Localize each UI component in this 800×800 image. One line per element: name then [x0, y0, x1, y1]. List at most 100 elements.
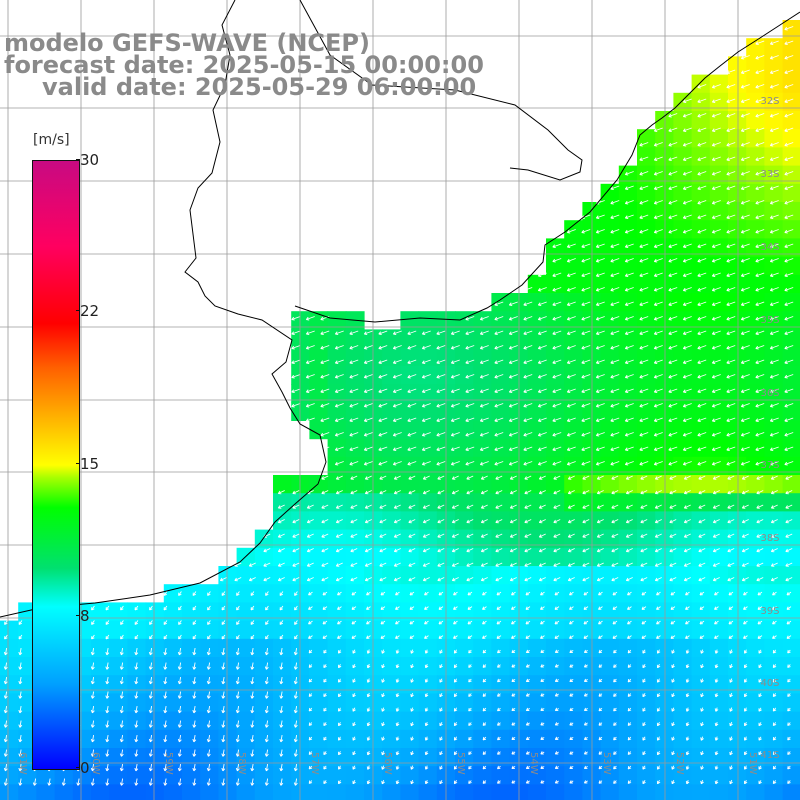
- wind-arrow: [610, 417, 620, 423]
- field-cell: [218, 657, 238, 676]
- wind-arrow: [711, 272, 721, 278]
- field-cell: [600, 529, 620, 549]
- wind-arrow: [639, 200, 649, 205]
- field-cell: [72, 693, 92, 713]
- wind-arrow: [755, 156, 765, 162]
- field-cell: [637, 256, 656, 276]
- wind-arrow: [711, 461, 721, 466]
- wind-arrow: [421, 374, 431, 379]
- wind-arrow: [538, 490, 546, 495]
- wind-arrow: [682, 258, 692, 263]
- wind-arrow: [321, 490, 329, 495]
- field-cell: [327, 475, 347, 494]
- field-cell: [546, 675, 565, 694]
- field-cell: [691, 420, 711, 440]
- field-cell: [546, 402, 565, 421]
- wind-arrow: [421, 330, 431, 336]
- field-cell: [782, 129, 800, 148]
- wind-arrow: [552, 330, 562, 336]
- wind-arrow: [537, 374, 547, 379]
- field-cell: [418, 420, 438, 440]
- field-cell: [637, 311, 656, 330]
- wind-arrow: [653, 403, 663, 408]
- field-cell: [382, 365, 401, 385]
- wind-arrow: [654, 490, 662, 495]
- wind-arrow: [465, 330, 475, 336]
- wind-arrow: [552, 258, 562, 263]
- field-cell: [455, 456, 474, 476]
- wind-arrow: [437, 475, 445, 480]
- field-cell: [746, 693, 765, 713]
- field-cell: [782, 38, 800, 57]
- wind-arrow: [755, 272, 765, 278]
- wind-arrow: [711, 229, 721, 234]
- wind-arrow: [682, 461, 692, 466]
- field-cell: [782, 566, 800, 585]
- wind-arrow: [711, 446, 721, 452]
- field-cell: [782, 547, 800, 567]
- field-cell: [728, 475, 747, 494]
- wind-arrow: [682, 113, 692, 118]
- wind-arrow: [421, 446, 431, 452]
- field-cell: [764, 748, 784, 767]
- wind-arrow: [363, 345, 373, 350]
- field-cell: [564, 238, 583, 258]
- field-cell: [728, 638, 747, 658]
- wind-arrow: [291, 388, 301, 394]
- wind-arrow: [697, 287, 707, 292]
- field-cell: [291, 620, 310, 640]
- wind-arrow: [320, 374, 330, 379]
- wind-arrow: [697, 200, 707, 205]
- wind-arrow: [595, 316, 605, 321]
- field-cell: [691, 220, 711, 239]
- field-cell: [728, 165, 747, 185]
- field-cell: [473, 329, 492, 349]
- wind-arrow: [639, 301, 649, 307]
- field-cell: [473, 711, 492, 731]
- wind-arrow: [537, 272, 547, 278]
- wind-arrow: [508, 388, 518, 394]
- wind-arrow: [726, 374, 736, 379]
- field-cell: [418, 384, 438, 403]
- field-cell: [618, 202, 638, 221]
- wind-arrow: [682, 301, 692, 307]
- wind-arrow: [639, 374, 649, 379]
- field-cell: [327, 529, 347, 549]
- wind-arrow: [363, 461, 373, 466]
- field-cell: [309, 475, 329, 494]
- field-cell: [764, 256, 784, 276]
- field-cell: [746, 56, 765, 76]
- field-cell: [309, 347, 329, 367]
- field-cell: [691, 693, 711, 713]
- field-cell: [72, 711, 92, 731]
- field-cell: [455, 566, 474, 585]
- wind-arrow: [740, 229, 750, 234]
- wind-arrow: [595, 461, 605, 466]
- field-cell: [291, 311, 310, 330]
- wind-arrow: [436, 345, 446, 350]
- field-cell: [746, 438, 765, 458]
- wind-arrow: [552, 403, 562, 408]
- field-cell: [145, 729, 165, 749]
- wind-arrow: [755, 40, 765, 46]
- lon-label: 51W: [747, 752, 758, 775]
- wind-arrow: [711, 388, 721, 394]
- wind-arrow: [769, 258, 779, 263]
- field-cell: [709, 475, 729, 494]
- field-cell: [182, 657, 201, 676]
- wind-arrow: [334, 403, 344, 408]
- field-cell: [709, 547, 729, 567]
- field-cell: [491, 766, 511, 785]
- field-cell: [327, 329, 347, 349]
- wind-arrow: [639, 461, 649, 466]
- field-cell: [36, 729, 56, 749]
- field-cell: [746, 202, 765, 221]
- field-cell: [91, 729, 110, 749]
- wind-arrow: [508, 446, 518, 452]
- field-cell: [691, 274, 711, 294]
- field-cell: [728, 438, 747, 458]
- field-cell: [254, 566, 274, 585]
- wind-arrow: [697, 142, 707, 147]
- field-cell: [564, 402, 583, 421]
- lat-label: 38S: [760, 533, 779, 544]
